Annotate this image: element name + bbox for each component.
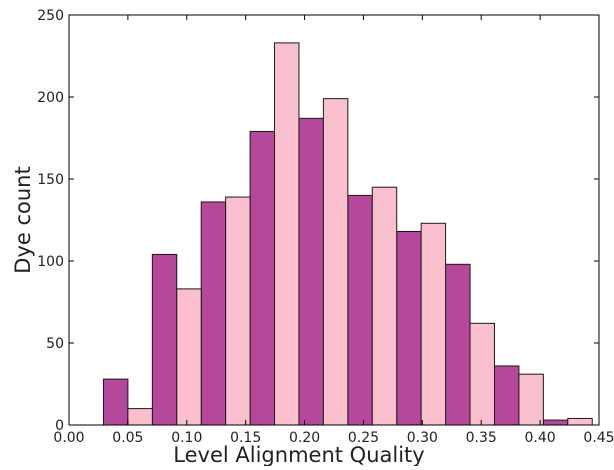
x-tick-label: 0.25 (348, 430, 379, 446)
x-tick-label: 0.10 (171, 430, 202, 446)
bar-series1-bin10 (542, 419, 569, 426)
bar-series2-bin9 (518, 373, 544, 426)
bar-series1-bin2 (151, 253, 178, 426)
y-tick-label: 150 (37, 172, 64, 188)
x-tick-label: 0.00 (53, 430, 84, 446)
ticks-layer: 0.00 0.05 0.10 0.15 0.20 0.25 0.30 0.35 0.40 0.45… (37, 8, 614, 446)
bar-series1-bin7 (396, 230, 422, 426)
x-tick-label: 0.30 (407, 430, 438, 446)
x-tick-label: 0.15 (230, 430, 261, 446)
bar-series2-bin3 (225, 196, 251, 426)
x-tick-label: 0.20 (289, 430, 320, 446)
bar-series1-bin9 (493, 365, 520, 426)
bar-series1-bin6 (347, 194, 373, 426)
y-tick-label: 200 (37, 90, 64, 106)
x-tick-label: 0.05 (112, 430, 143, 446)
y-tick-label: 250 (37, 8, 64, 24)
y-tick-label: 50 (46, 336, 64, 352)
x-tick-label: 0.40 (525, 430, 556, 446)
plot-frame (68, 14, 600, 426)
bar-series2-bin7 (420, 222, 447, 426)
y-axis-title: Dye count (11, 166, 35, 273)
bar-series1-bin3 (200, 201, 227, 426)
bar-series2-bin8 (469, 322, 495, 426)
bar-series1-bin8 (445, 263, 471, 426)
bar-series1-bin5 (298, 117, 324, 426)
bar-series2-bin10 (567, 417, 593, 426)
bar-series2-bin1 (127, 408, 153, 426)
bar-series1-bin4 (249, 130, 276, 426)
bar-series2-bin5 (322, 98, 349, 426)
x-tick-label: 0.35 (466, 430, 497, 446)
bars-layer (102, 42, 593, 426)
y-tick-label: 100 (37, 254, 64, 270)
x-tick-label: 0.45 (583, 430, 614, 446)
y-tick-label: 0 (55, 418, 64, 434)
bar-series1-bin1 (102, 378, 129, 426)
x-axis-title: Level Alignment Quality (173, 443, 424, 466)
bar-series2-bin6 (371, 186, 398, 426)
bar-series2-bin4 (274, 42, 300, 426)
bar-series2-bin2 (176, 288, 202, 426)
